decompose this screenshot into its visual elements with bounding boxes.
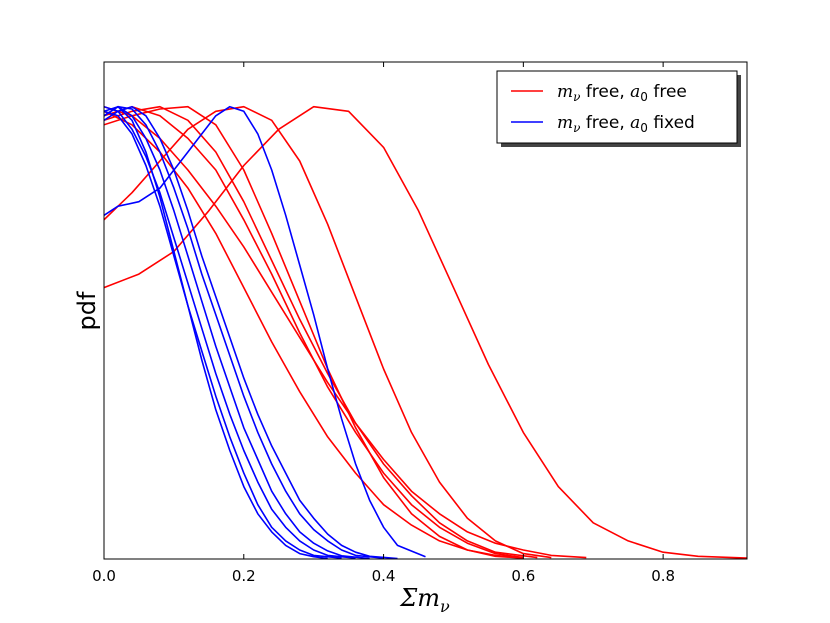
- series-line-12: [104, 105, 384, 559]
- series-line-1: [104, 105, 587, 559]
- x-tick-label: 0.2: [232, 567, 256, 585]
- x-tick-label: 0.0: [92, 567, 116, 585]
- series-line-10: [104, 105, 356, 559]
- x-axis-label: Σmν: [399, 584, 450, 616]
- series-line-3: [104, 105, 524, 559]
- series-line-5: [104, 105, 524, 559]
- series-line-8: [104, 105, 328, 559]
- series-line-9: [104, 110, 342, 559]
- x-tick-label: 0.4: [372, 567, 396, 585]
- series-line-7: [104, 105, 747, 559]
- x-tick-label: 0.8: [651, 567, 675, 585]
- series-line-14: [104, 105, 426, 558]
- legend-box: [496, 70, 738, 144]
- series-line-4: [104, 105, 538, 559]
- legend-label-1: mν free, a0 free: [557, 82, 687, 104]
- series-line-6: [104, 105, 552, 559]
- legend-label-2: mν free, a0 fixed: [557, 113, 695, 135]
- x-tick-label: 0.6: [511, 567, 535, 585]
- x-axis: 0.0 0.2 0.4 0.6 0.8: [92, 62, 675, 585]
- plot-frame: [103, 61, 748, 560]
- series-line-13: [104, 105, 398, 559]
- y-axis-label: pdf: [73, 291, 101, 330]
- legend: mν free, a0 free mν free, a0 fixed: [496, 70, 741, 147]
- series-layer: [104, 105, 747, 559]
- series-line-11: [104, 105, 370, 559]
